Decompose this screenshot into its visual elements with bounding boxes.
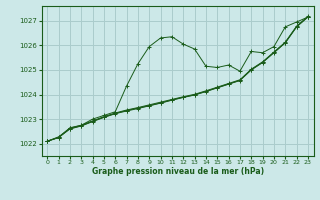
X-axis label: Graphe pression niveau de la mer (hPa): Graphe pression niveau de la mer (hPa) (92, 167, 264, 176)
